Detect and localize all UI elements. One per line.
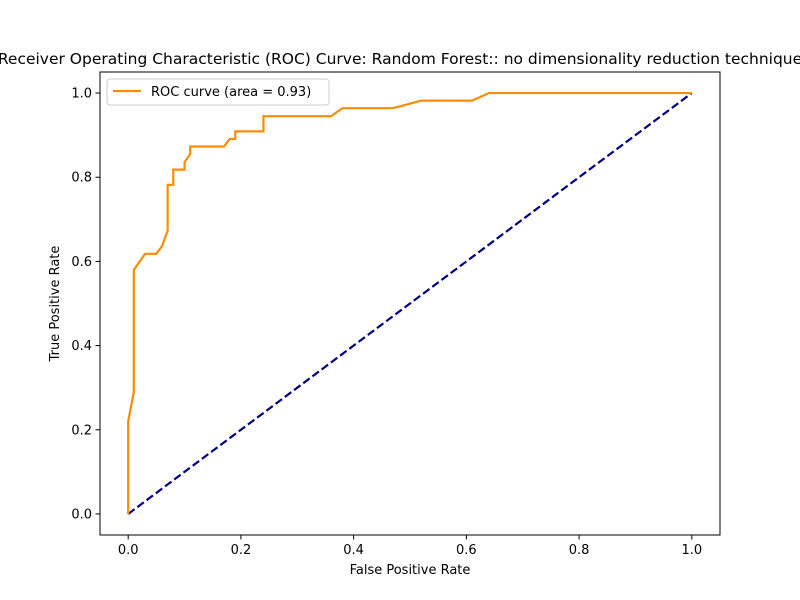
- chance-line: [127, 92, 693, 515]
- y-axis-label: True Positive Rate: [48, 246, 63, 363]
- y-tick-label: 0.2: [71, 423, 92, 438]
- y-axis-ticks: 0.0 0.2 0.4 0.6 0.8 1.0: [71, 87, 100, 522]
- x-tick-label: 0.0: [118, 543, 139, 558]
- legend-label-roc: ROC curve (area = 0.93): [151, 85, 311, 100]
- x-axis-label: False Positive Rate: [350, 563, 471, 578]
- legend-box: [106, 78, 330, 106]
- y-tick-label: 0.4: [71, 339, 92, 354]
- chart-title: Receiver Operating Characteristic (ROC) …: [0, 50, 800, 68]
- y-tick-label: 0.6: [71, 255, 92, 270]
- x-tick-label: 0.4: [343, 543, 364, 558]
- x-axis-ticks: 0.0 0.2 0.4 0.6 0.8 1.0: [118, 535, 702, 558]
- y-tick-label: 1.0: [71, 87, 92, 102]
- x-tick-label: 0.6: [456, 543, 477, 558]
- x-tick-label: 0.8: [569, 543, 590, 558]
- plot-area: [99, 71, 721, 536]
- y-tick-label: 0.0: [71, 507, 92, 522]
- x-tick-label: 0.2: [231, 543, 252, 558]
- legend: ROC curve (area = 0.93): [106, 78, 330, 106]
- x-tick-label: 1.0: [681, 543, 702, 558]
- series-layer: [127, 91, 693, 515]
- roc-curve-line: [127, 91, 692, 514]
- y-tick-label: 0.8: [71, 171, 92, 186]
